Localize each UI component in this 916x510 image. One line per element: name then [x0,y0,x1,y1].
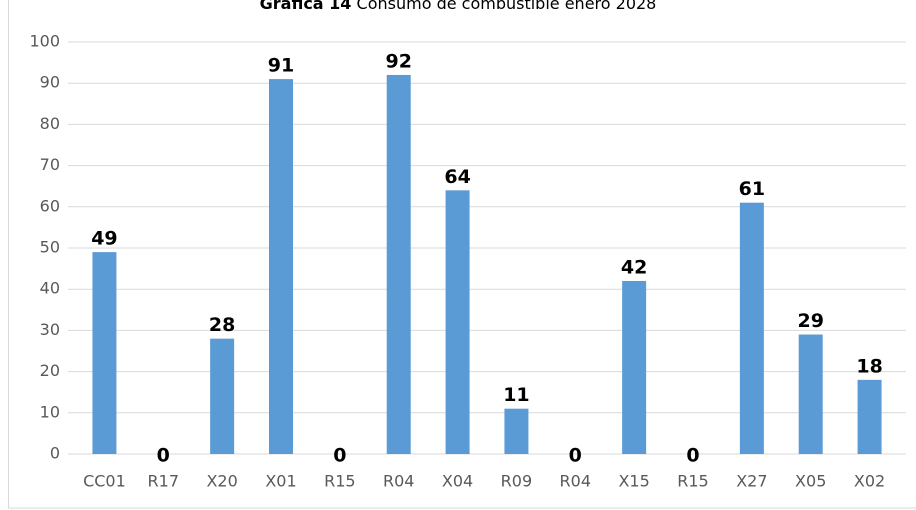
bar [445,190,470,454]
x-tick-label: X05 [795,472,826,491]
x-tick-label: R04 [560,472,591,491]
title-prefix: Gráfica 14 [260,0,352,13]
bar [798,334,823,454]
value-label: 11 [503,384,529,406]
bar [739,202,764,454]
x-tick-label: X15 [618,472,649,491]
x-tick-label: X20 [206,472,237,491]
bar [269,79,293,454]
y-tick-label: 20 [40,361,60,380]
bar [386,74,411,455]
value-label: 49 [91,228,117,250]
x-tick-label: X27 [736,472,767,491]
value-label: 29 [797,310,823,332]
x-tick-label: X04 [442,472,473,491]
y-tick-label: 0 [50,444,60,463]
x-tick-label: R04 [383,472,414,491]
y-tick-label: 70 [40,155,60,174]
y-tick-label: 40 [40,279,60,298]
bar [92,252,117,454]
value-label: 64 [444,166,470,188]
x-tick-label: R15 [677,472,708,491]
bar [622,280,647,454]
y-tick-label: 80 [40,114,60,133]
value-label: 0 [686,445,699,467]
value-label: 61 [739,178,765,200]
title-text: Consumo de combustible enero 2028 [357,0,657,13]
x-tick-label: CC01 [83,472,126,491]
y-tick-label: 30 [40,320,60,339]
x-tick-label: R15 [324,472,355,491]
value-label: 28 [209,314,235,336]
value-label: 91 [268,55,294,77]
bar [504,408,529,454]
x-tick-label: X01 [265,472,296,491]
value-label: 0 [157,445,170,467]
value-label: 0 [569,445,582,467]
x-tick-label: R09 [501,472,532,491]
value-label: 0 [333,445,346,467]
x-tick-label: R17 [148,472,179,491]
y-tick-label: 50 [40,238,60,257]
value-label: 42 [621,256,647,278]
value-label: 18 [856,355,882,377]
y-tick-label: 60 [40,196,60,215]
y-tick-label: 10 [40,402,60,421]
bar [857,379,882,454]
bar [210,338,235,454]
chart-title: Gráfica 14 Consumo de combustible enero … [260,0,657,13]
value-label: 92 [385,50,411,72]
x-tick-label: X02 [854,472,885,491]
y-tick-label: 90 [40,73,60,92]
chart-border [8,0,916,509]
y-tick-label: 100 [29,32,60,51]
